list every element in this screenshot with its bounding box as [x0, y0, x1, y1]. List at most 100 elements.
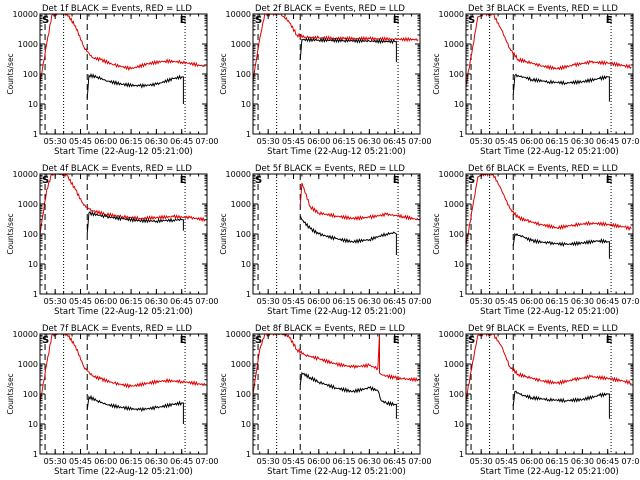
panel-title: Det 2f BLACK = Events, RED = LLD — [255, 4, 405, 14]
plot-frame — [252, 13, 421, 135]
x-tick-label: 05:30 — [44, 137, 67, 146]
x-tick-label: 07:00 — [195, 137, 218, 146]
x-tick-label: 06:15 — [546, 137, 569, 146]
x-tick-label: 06:00 — [520, 297, 543, 306]
y-tick-label: 100 — [449, 230, 464, 239]
x-tick-label: 06:15 — [333, 297, 356, 306]
y-tick-label: 1000 — [231, 360, 251, 369]
detector-panel-7: Det 7f BLACK = Events, RED = LLD 1 10 100 10… — [6, 324, 219, 477]
x-axis-label: Start Time (22-Aug-12 05:21:00) — [480, 147, 619, 157]
detector-panel-1: Det 1f BLACK = Events, RED = LLD 1 10 100 10… — [6, 4, 219, 157]
x-tick-label: 05:30 — [44, 457, 67, 466]
x-tick-label: 07:00 — [621, 297, 640, 306]
x-tick-label: 07:00 — [408, 297, 431, 306]
y-tick-label: 1 — [459, 290, 464, 299]
x-tick-label: 05:45 — [495, 297, 518, 306]
plot-frame — [252, 173, 421, 295]
y-axis-label: Counts/sec — [219, 213, 228, 254]
x-tick-label: 06:00 — [307, 137, 330, 146]
x-tick-label: 06:45 — [170, 457, 193, 466]
start-marker: S — [468, 15, 475, 26]
x-tick-label: 06:45 — [596, 137, 619, 146]
detector-panel-2: Det 2f BLACK = Events, RED = LLD 1 10 100 10… — [219, 4, 432, 157]
start-marker: S — [468, 175, 475, 186]
y-axis-label: Counts/sec — [432, 53, 441, 94]
x-tick-label: 07:00 — [195, 457, 218, 466]
detector-panel-3: Det 3f BLACK = Events, RED = LLD 1 10 100 10… — [432, 4, 640, 157]
start-marker: S — [42, 175, 49, 186]
x-tick-label: 05:30 — [257, 457, 280, 466]
x-axis-label: Start Time (22-Aug-12 05:21:00) — [480, 307, 619, 317]
x-tick-label: 06:00 — [520, 457, 543, 466]
y-tick-label: 10000 — [226, 330, 251, 339]
x-axis-label: Start Time (22-Aug-12 05:21:00) — [54, 147, 193, 157]
start-marker: S — [42, 15, 49, 26]
x-tick-label: 05:30 — [44, 297, 67, 306]
y-axis-label: Counts/sec — [219, 53, 228, 94]
y-tick-label: 1 — [33, 130, 38, 139]
y-axis-label: Counts/sec — [432, 213, 441, 254]
events-series-line — [299, 371, 397, 419]
x-tick-label: 05:30 — [470, 137, 493, 146]
panel-title: Det 3f BLACK = Events, RED = LLD — [468, 4, 618, 14]
y-tick-label: 10000 — [13, 330, 38, 339]
y-tick-label: 10000 — [226, 10, 251, 19]
lld-series-line — [299, 182, 419, 221]
panel-title: Det 1f BLACK = Events, RED = LLD — [42, 4, 192, 14]
events-series-line — [512, 390, 610, 419]
x-axis-label: Start Time (22-Aug-12 05:21:00) — [267, 467, 406, 477]
y-tick-label: 1 — [459, 130, 464, 139]
y-tick-label: 100 — [236, 230, 251, 239]
end-marker: E — [606, 175, 613, 186]
end-marker: E — [180, 175, 187, 186]
lld-series-line — [40, 334, 206, 404]
y-tick-label: 1 — [33, 290, 38, 299]
x-tick-label: 06:00 — [520, 137, 543, 146]
events-series-line — [86, 210, 184, 235]
detector-panel-4: Det 4f BLACK = Events, RED = LLD 1 10 100 10… — [6, 164, 219, 317]
end-marker: E — [393, 175, 400, 186]
end-marker: E — [606, 335, 613, 346]
x-tick-label: 05:30 — [257, 297, 280, 306]
y-tick-label: 1000 — [444, 40, 464, 49]
lld-series-line — [466, 174, 632, 246]
x-tick-label: 07:00 — [408, 457, 431, 466]
x-axis-label: Start Time (22-Aug-12 05:21:00) — [480, 467, 619, 477]
x-tick-label: 06:30 — [571, 297, 594, 306]
y-tick-label: 10 — [28, 420, 38, 429]
x-tick-label: 06:15 — [120, 457, 143, 466]
x-tick-label: 07:00 — [621, 137, 640, 146]
x-tick-label: 07:00 — [621, 457, 640, 466]
end-marker: E — [180, 15, 187, 26]
y-tick-label: 100 — [23, 70, 38, 79]
x-tick-label: 06:45 — [596, 457, 619, 466]
x-tick-label: 06:30 — [145, 137, 168, 146]
y-tick-label: 1000 — [444, 200, 464, 209]
y-tick-label: 100 — [449, 70, 464, 79]
x-tick-label: 06:30 — [571, 137, 594, 146]
y-tick-label: 10000 — [439, 330, 464, 339]
x-tick-label: 06:00 — [94, 457, 117, 466]
x-tick-label: 05:30 — [257, 137, 280, 146]
y-tick-label: 1 — [33, 450, 38, 459]
y-tick-label: 1000 — [18, 200, 38, 209]
start-marker: S — [468, 335, 475, 346]
plot-frame — [39, 333, 208, 455]
x-tick-label: 05:45 — [69, 457, 92, 466]
y-tick-label: 10 — [241, 260, 251, 269]
events-series-line — [512, 73, 610, 102]
end-marker: E — [606, 15, 613, 26]
y-tick-label: 1 — [246, 290, 251, 299]
x-tick-label: 06:45 — [383, 457, 406, 466]
y-tick-label: 10 — [454, 100, 464, 109]
end-marker: E — [393, 15, 400, 26]
detector-panel-6: Det 6f BLACK = Events, RED = LLD 1 10 100 10… — [432, 164, 640, 317]
events-series-line — [86, 72, 184, 104]
x-tick-label: 06:30 — [358, 137, 381, 146]
y-tick-label: 1000 — [18, 360, 38, 369]
y-axis-label: Counts/sec — [432, 373, 441, 414]
y-tick-label: 10000 — [439, 10, 464, 19]
x-tick-label: 07:00 — [408, 137, 431, 146]
y-tick-label: 100 — [449, 390, 464, 399]
x-tick-label: 05:45 — [495, 137, 518, 146]
